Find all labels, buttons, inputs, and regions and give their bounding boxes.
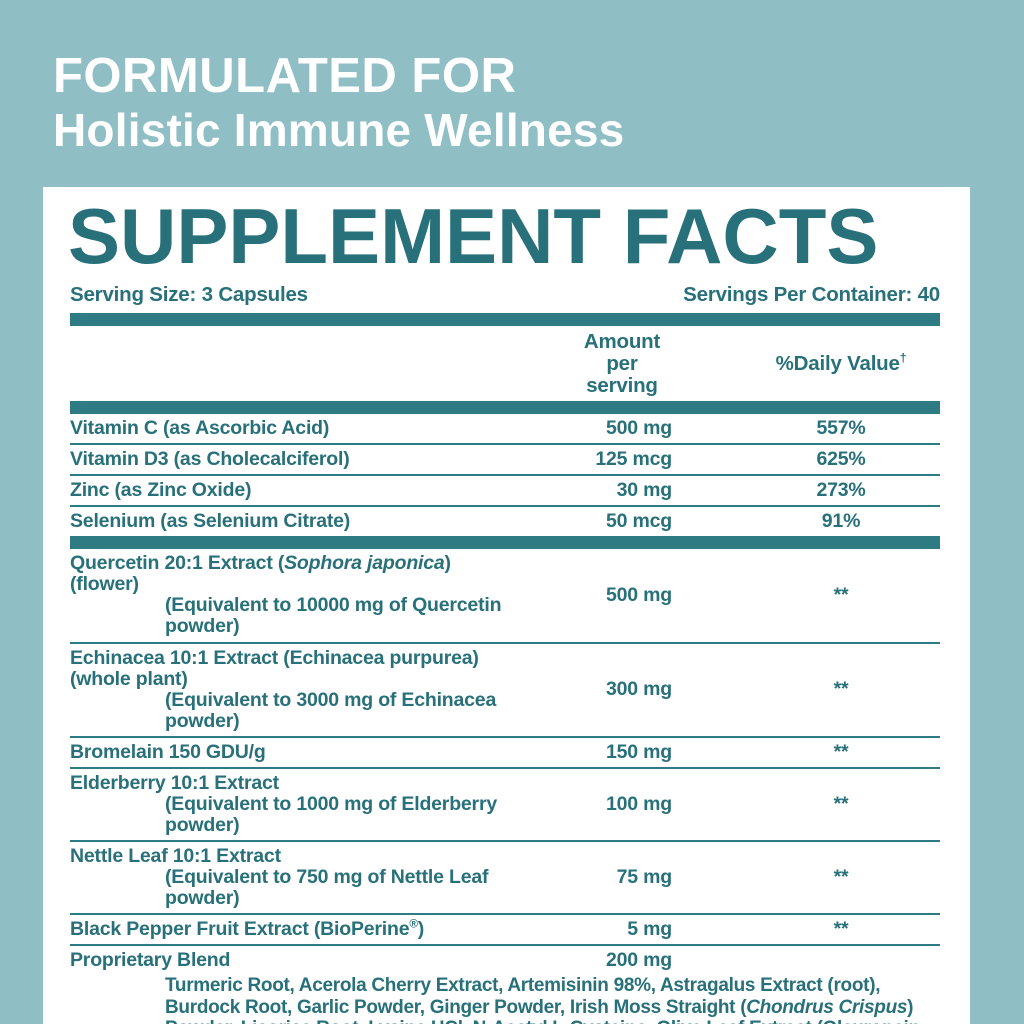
amount-value: 150 mg (605, 740, 672, 763)
amount-value: 500 mg (605, 583, 672, 606)
herbal-rows-section: Quercetin 20:1 Extract (Sophora japonica… (70, 549, 940, 944)
banner: FORMULATED FOR Holistic Immune Wellness (53, 49, 625, 157)
panel-title: SUPPLEMENT FACTS (68, 192, 879, 280)
amount-value: 30 mg (616, 479, 673, 502)
banner-product-purpose: Holistic Immune Wellness (53, 103, 625, 156)
daily-value: 557% (816, 417, 866, 440)
ingredient-name: Black Pepper Fruit Extract (BioPerine®) (70, 917, 425, 941)
ingredient-name: Echinacea 10:1 Extract (Echinacea purpur… (70, 646, 497, 732)
amount-value: 75 mg (616, 865, 673, 888)
amount-value: 125 mcg (595, 448, 672, 471)
serving-size: Serving Size: 3 Capsules (70, 282, 308, 306)
vitamin-rows-section: Vitamin C (as Ascorbic Acid) 500 mg 557%… (70, 414, 940, 536)
table-row-proprietary-blend: Proprietary Blend 200 mg (70, 944, 940, 975)
column-header-daily-value: %Daily Value† (775, 351, 907, 375)
divider-bar (70, 401, 940, 415)
table-row: Elderberry 10:1 Extract (Equivalent to 10… (70, 766, 940, 840)
banner-formulated-for: FORMULATED FOR (53, 49, 517, 103)
supplement-facts-panel: SUPPLEMENT FACTS Serving Size: 3 Capsule… (43, 187, 970, 1024)
table-row: Selenium (as Selenium Citrate) 50 mcg 91… (70, 505, 940, 536)
ingredient-name: Vitamin C (as Ascorbic Acid) (70, 417, 330, 440)
ingredient-name: Quercetin 20:1 Extract (Sophora japonica… (70, 552, 502, 638)
table-row: Echinacea 10:1 Extract (Echinacea purpur… (70, 641, 940, 736)
daily-value: ** (833, 865, 849, 888)
ingredient-name: Bromelain 150 GDU/g (70, 740, 266, 763)
amount-value: 500 mg (605, 417, 672, 440)
daily-value: ** (833, 740, 849, 763)
ingredient-name: Elderberry 10:1 Extract (Equivalent to 10… (70, 771, 497, 836)
ingredient-name: Vitamin D3 (as Cholecalciferol) (70, 448, 350, 471)
column-header-amount: Amount per serving (583, 329, 661, 397)
amount-value: 300 mg (605, 678, 672, 701)
amount-value: 100 mg (605, 792, 672, 815)
table-row: Quercetin 20:1 Extract (Sophora japonica… (70, 549, 940, 641)
daily-value: 91% (821, 510, 861, 533)
column-header-row: Amount per serving %Daily Value† (70, 326, 940, 401)
proprietary-blend-ingredients: Turmeric Root, Acerola Cherry Extract, A… (165, 975, 920, 1024)
daily-value: 625% (816, 448, 866, 471)
table-row: Nettle Leaf 10:1 Extract (Equivalent to 7… (70, 839, 940, 913)
daily-value: ** (833, 583, 849, 606)
amount-value: 5 mg (627, 918, 672, 941)
daily-value: ** (833, 918, 849, 941)
table-row: Black Pepper Fruit Extract (BioPerine®) … (70, 913, 940, 944)
ingredient-name: Zinc (as Zinc Oxide) (70, 479, 252, 502)
amount-value: 50 mcg (605, 510, 672, 533)
table-row: Zinc (as Zinc Oxide) 30 mg 273% (70, 474, 940, 505)
amount-value: 200 mg (605, 949, 672, 972)
table-row: Vitamin D3 (as Cholecalciferol) 125 mcg … (70, 443, 940, 474)
servings-per-container: Servings Per Container: 40 (683, 282, 940, 306)
ingredient-name: Proprietary Blend (70, 949, 231, 972)
daily-value: ** (833, 792, 849, 815)
divider-bar (70, 536, 940, 550)
daily-value: ** (833, 678, 849, 701)
ingredient-name: Selenium (as Selenium Citrate) (70, 510, 351, 533)
table-row: Bromelain 150 GDU/g 150 mg ** (70, 735, 940, 767)
daily-value: 273% (816, 479, 866, 502)
serving-info-row: Serving Size: 3 Capsules Servings Per Co… (70, 281, 940, 313)
divider-bar (70, 312, 940, 326)
ingredient-name: Nettle Leaf 10:1 Extract (Equivalent to 7… (70, 844, 489, 909)
table-row: Vitamin C (as Ascorbic Acid) 500 mg 557% (70, 414, 940, 443)
